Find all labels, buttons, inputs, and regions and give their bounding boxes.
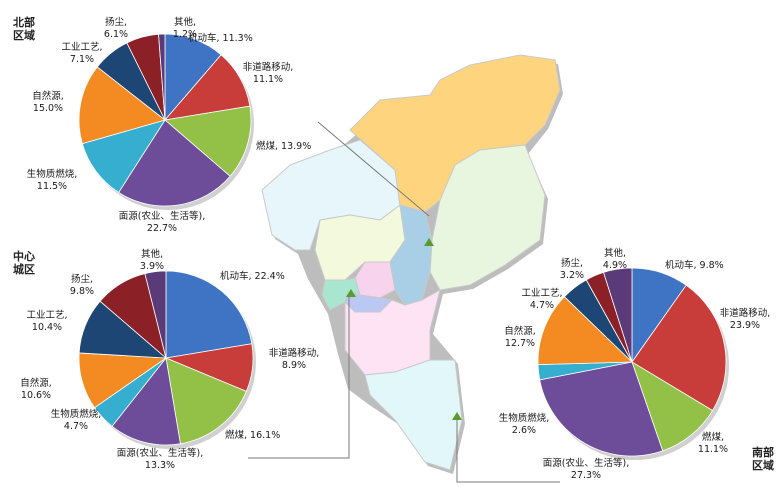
center-slice-3 [111,357,181,446]
center-pie: 机动车, 22.4% 非道路移动, 8.9% 燃煤, 16.1% 面源(农业、生活等),… [20,248,319,471]
center-slice-0 [165,270,253,359]
center-label-5: 自然源, 10.6% [20,377,52,401]
station-marker-south [452,412,462,420]
south-slice-3 [539,361,664,457]
south-label-7: 扬尘, 3.2% [560,257,584,281]
north-label-0: 机动车, 11.3% [188,32,253,44]
north-slice-3 [118,119,231,207]
north-label-7: 扬尘, 6.1% [104,16,128,40]
center-slice-2 [165,357,247,445]
south-label-4: 生物质燃烧, 2.6% [499,412,550,436]
north-label-8: 其他, 1.2% [173,16,197,40]
center-label-2: 燃煤, 16.1% [225,429,280,441]
south-slice-2 [631,361,714,452]
north-title-line1: 北部 [13,16,35,29]
south-slice-1 [631,284,727,412]
north-label-1: 非道路移动, 11.1% [243,61,294,85]
center-title-line1: 中心 [13,250,35,263]
station-marker-center [346,289,356,297]
south-label-0: 机动车, 9.8% [665,259,724,271]
south-title-line1: 南部 [752,446,774,459]
pie-charts-group: 机动车, 11.3% 非道路移动, 11.1% 燃煤, 13.9% 面源(农业、生活等)… [20,16,770,481]
north-label-4: 生物质燃烧, 11.5% [27,168,78,192]
north-region-title: 北部 区域 [13,16,35,42]
south-label-1: 非道路移动, 23.9% [720,307,771,331]
map-nansha-district [364,359,463,471]
south-label-2: 燃煤, 11.1% [698,431,728,455]
center-label-7: 扬尘, 9.8% [70,273,94,297]
south-label-3: 面源(农业、生活等), 27.3% [543,457,629,481]
center-region-title: 中心 城区 [13,250,35,276]
north-label-2: 燃煤, 13.9% [256,140,311,152]
north-title-line2: 区域 [13,29,35,42]
center-label-1: 非道路移动, 8.9% [269,347,320,371]
station-marker-north [424,238,434,246]
north-slice-2 [164,105,252,177]
center-label-4: 生物质燃烧, 4.7% [51,408,102,432]
center-label-6: 工业工艺, 10.4% [26,310,67,333]
north-slice-5 [78,66,166,145]
south-pie: 机动车, 9.8% 非道路移动, 23.9% 燃煤, 11.1% 面源(农业、生活等), 2… [499,247,771,481]
leader-line-north [317,121,430,217]
center-label-8: 其他, 3.9% [140,248,164,272]
north-slice-8 [158,33,166,121]
north-label-6: 工业工艺, 7.1% [61,42,102,65]
south-label-6: 工业工艺, 4.7% [521,288,562,311]
leader-line-south [456,420,560,483]
north-label-3: 面源(农业、生活等), 22.7% [119,210,205,234]
leader-line-center [248,297,350,459]
center-label-0: 机动车, 22.4% [220,270,285,282]
center-title-line2: 城区 [13,263,35,276]
center-slice-8 [144,270,167,359]
center-label-3: 面源(农业、生活等), 13.3% [117,447,203,471]
south-region-title: 南部 区域 [752,446,774,472]
south-title-line2: 区域 [752,459,774,472]
north-label-5: 自然源, 15.0% [32,90,64,114]
district-map [248,54,563,483]
south-label-8: 其他, 4.9% [603,247,627,271]
south-slice-5 [537,296,633,366]
map-east-district [429,144,546,291]
south-slice-8 [603,267,633,363]
north-pie: 机动车, 11.3% 非道路移动, 11.1% 燃煤, 13.9% 面源(农业、生活等)… [27,16,312,234]
map-central-district-green [321,277,361,311]
south-label-5: 自然源, 12.7% [504,325,536,349]
